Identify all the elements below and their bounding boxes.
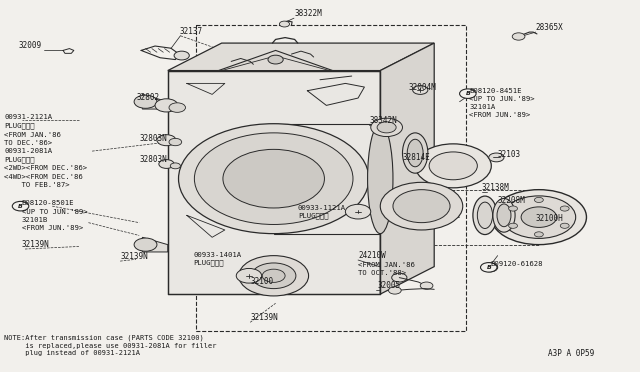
Text: PLUGブラグ: PLUGブラグ: [4, 156, 35, 163]
Circle shape: [388, 287, 401, 294]
Text: B: B: [488, 265, 492, 270]
Text: 00933-1121A: 00933-1121A: [298, 205, 346, 211]
Circle shape: [502, 196, 576, 238]
Text: <UP TO JUN.'89>: <UP TO JUN.'89>: [22, 209, 88, 215]
Text: 32803N: 32803N: [139, 155, 167, 164]
Ellipse shape: [497, 204, 511, 227]
Circle shape: [169, 138, 182, 146]
Circle shape: [377, 122, 396, 133]
Circle shape: [195, 133, 353, 224]
Text: TO FEB.'87>: TO FEB.'87>: [4, 182, 70, 188]
Text: 32103: 32103: [498, 150, 521, 159]
Circle shape: [413, 86, 428, 94]
Text: 32009: 32009: [19, 41, 42, 51]
Text: 32139N: 32139N: [120, 252, 148, 261]
Circle shape: [393, 190, 450, 223]
Circle shape: [252, 263, 296, 289]
Text: A3P A 0P59: A3P A 0P59: [548, 349, 595, 358]
Ellipse shape: [403, 133, 428, 173]
Text: 32803N: 32803N: [139, 134, 167, 143]
Text: B08120-8451E: B08120-8451E: [469, 88, 522, 94]
Bar: [168, 71, 380, 294]
Circle shape: [560, 223, 569, 228]
Circle shape: [512, 33, 525, 40]
Circle shape: [371, 118, 403, 137]
Circle shape: [236, 269, 262, 283]
Text: 32101A: 32101A: [469, 104, 495, 110]
Circle shape: [560, 206, 569, 211]
Polygon shape: [142, 94, 168, 109]
Text: PLUGブラグ: PLUGブラグ: [193, 260, 224, 266]
Text: 32100: 32100: [250, 277, 273, 286]
Circle shape: [155, 99, 178, 112]
Circle shape: [521, 207, 557, 227]
Circle shape: [509, 206, 518, 211]
Text: TO OCT.'88>: TO OCT.'88>: [358, 270, 406, 276]
Circle shape: [489, 153, 504, 162]
Ellipse shape: [367, 124, 393, 234]
Circle shape: [223, 149, 324, 208]
Circle shape: [483, 263, 498, 272]
Circle shape: [170, 163, 180, 169]
Text: B08120-8501E: B08120-8501E: [22, 200, 74, 206]
Text: 00931-2081A: 00931-2081A: [4, 148, 52, 154]
Circle shape: [280, 21, 289, 27]
Circle shape: [392, 273, 407, 282]
Text: 32137: 32137: [179, 27, 202, 36]
Text: 32139N: 32139N: [22, 240, 49, 249]
Text: 00933-1401A: 00933-1401A: [193, 252, 241, 258]
Circle shape: [12, 201, 29, 211]
Text: NOTE:After transmission case (PARTS CODE 32100)
     is replaced,please use 0093: NOTE:After transmission case (PARTS CODE…: [4, 334, 216, 356]
Ellipse shape: [473, 196, 497, 235]
Text: 32802: 32802: [136, 93, 159, 102]
Circle shape: [492, 190, 586, 245]
Circle shape: [179, 124, 369, 234]
Circle shape: [159, 160, 174, 169]
Text: PLUGブラグ: PLUGブラグ: [4, 123, 35, 129]
Text: TO DEC.'86>: TO DEC.'86>: [4, 140, 52, 146]
Polygon shape: [380, 43, 434, 294]
Text: B: B: [18, 203, 23, 209]
Ellipse shape: [407, 139, 423, 167]
Text: B: B: [486, 265, 491, 270]
Text: <4WD><FROM DEC.'86: <4WD><FROM DEC.'86: [4, 174, 83, 180]
Circle shape: [481, 263, 497, 272]
Circle shape: [509, 223, 518, 228]
Text: 32101B: 32101B: [22, 217, 48, 223]
Circle shape: [157, 135, 176, 146]
Text: B: B: [465, 91, 470, 96]
Circle shape: [169, 103, 186, 112]
Text: 32100H: 32100H: [536, 214, 563, 223]
Polygon shape: [142, 237, 168, 252]
Ellipse shape: [477, 202, 493, 228]
Text: 32138M: 32138M: [482, 183, 509, 192]
Text: <FROM JAN.'86: <FROM JAN.'86: [4, 132, 61, 138]
Circle shape: [534, 198, 543, 202]
Circle shape: [239, 256, 308, 296]
Text: PLUGブラグ: PLUGブラグ: [298, 212, 328, 219]
Circle shape: [460, 89, 476, 99]
Ellipse shape: [493, 198, 515, 232]
Text: 24210W: 24210W: [358, 251, 386, 260]
Polygon shape: [168, 43, 434, 71]
Circle shape: [420, 282, 433, 289]
Text: 32004M: 32004M: [409, 83, 436, 92]
Circle shape: [134, 238, 157, 251]
Text: 32005: 32005: [377, 282, 400, 291]
Text: 32814E: 32814E: [403, 153, 430, 162]
Circle shape: [134, 95, 157, 108]
Text: <2WD><FROM DEC.'86>: <2WD><FROM DEC.'86>: [4, 165, 87, 171]
Circle shape: [346, 204, 371, 219]
Text: 32208M: 32208M: [498, 196, 525, 205]
Text: 38322M: 38322M: [294, 9, 323, 18]
Circle shape: [380, 182, 463, 230]
Text: 00931-2121A: 00931-2121A: [4, 114, 52, 120]
Circle shape: [415, 144, 492, 188]
Text: 32139N: 32139N: [250, 313, 278, 322]
Circle shape: [534, 232, 543, 237]
Circle shape: [174, 51, 189, 60]
Text: <FROM JUN.'89>: <FROM JUN.'89>: [22, 225, 83, 231]
Text: <FROM JAN.'86: <FROM JAN.'86: [358, 262, 415, 268]
Text: <UP TO JUN.'89>: <UP TO JUN.'89>: [469, 96, 534, 102]
Text: <FROM JUN.'89>: <FROM JUN.'89>: [469, 112, 531, 118]
